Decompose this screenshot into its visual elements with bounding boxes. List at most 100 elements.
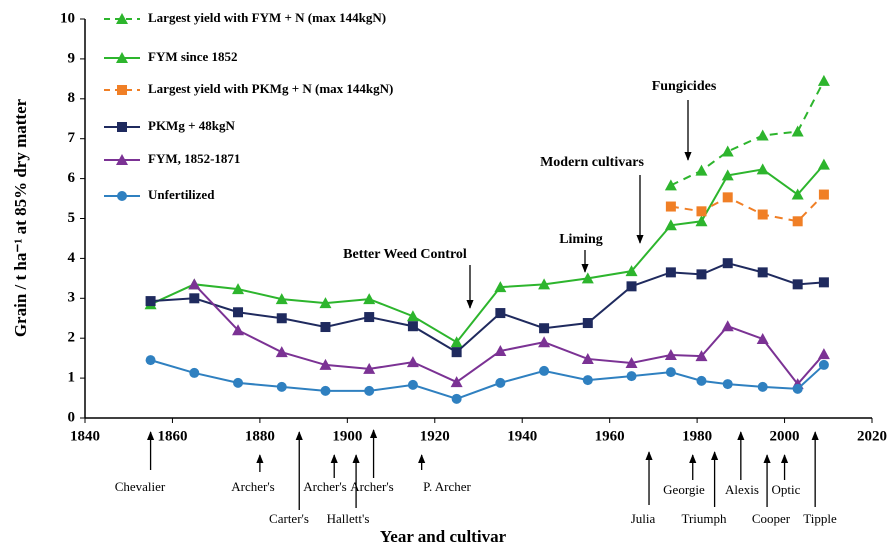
x-axis-label: Year and cultivar (380, 527, 507, 546)
legend-marker (117, 122, 127, 132)
annotation: Modern cultivars (540, 155, 644, 170)
y-tick-label: 8 (68, 90, 76, 106)
data-point (757, 209, 768, 220)
cultivar-label: Cooper (752, 511, 791, 526)
data-point (145, 355, 156, 366)
legend-label: FYM, 1852-1871 (148, 151, 240, 166)
data-point (451, 393, 462, 404)
data-point (539, 323, 550, 334)
x-tick-label: 1940 (507, 428, 537, 444)
data-point (665, 201, 676, 212)
data-point (233, 377, 244, 388)
data-point (582, 318, 593, 329)
cultivar-label: Hallett's (327, 511, 370, 526)
data-point (792, 216, 803, 227)
x-tick-label: 1920 (420, 428, 450, 444)
cultivar-label: Carter's (269, 511, 309, 526)
series-line (150, 163, 825, 344)
y-tick-label: 3 (68, 290, 76, 306)
legend-label: FYM since 1852 (148, 49, 238, 64)
data-point (664, 348, 677, 360)
cultivar-label: Julia (631, 511, 656, 526)
data-point (665, 367, 676, 378)
y-tick-label: 4 (68, 250, 76, 266)
data-point (791, 125, 804, 137)
x-tick-label: 1960 (595, 428, 625, 444)
data-point (817, 348, 830, 360)
data-point (275, 293, 288, 305)
data-point (695, 215, 708, 227)
legend-marker (116, 154, 128, 165)
legend-label: PKMg + 48kgN (148, 118, 235, 133)
y-tick-label: 5 (68, 210, 76, 226)
data-point (756, 163, 769, 175)
data-point (320, 322, 331, 333)
series-line (150, 359, 825, 400)
annotation: Fungicides (652, 79, 717, 94)
data-point (721, 169, 734, 181)
data-point (495, 308, 506, 319)
data-point (626, 281, 637, 292)
y-axis-label: Grain / t ha⁻¹ at 85% dry matter (11, 98, 30, 337)
cultivar-label: P. Archer (423, 479, 471, 494)
legend-label: Unfertilized (148, 187, 215, 202)
data-point (757, 381, 768, 392)
cultivar-label: Optic (772, 482, 801, 497)
data-point (364, 312, 375, 323)
data-point (581, 352, 594, 364)
data-point (665, 267, 676, 278)
data-point (664, 179, 677, 191)
data-point (188, 278, 201, 290)
data-point (450, 376, 463, 388)
x-tick-label: 2020 (857, 428, 887, 444)
data-point (538, 278, 551, 290)
legend-label: Largest yield with PKMg + N (max 144kgN) (148, 81, 393, 96)
legend-marker (117, 191, 127, 201)
data-point (189, 367, 200, 378)
cultivar-label: Georgie (663, 482, 705, 497)
legend-marker (116, 13, 128, 24)
series-line (670, 80, 825, 187)
data-point (320, 385, 331, 396)
cultivar-label: Archer's (350, 479, 394, 494)
data-point (818, 189, 829, 200)
data-point (696, 206, 707, 217)
series-line (150, 262, 824, 354)
data-point (407, 379, 418, 390)
data-point (581, 272, 594, 284)
data-point (722, 258, 733, 269)
data-point (757, 267, 768, 278)
x-tick-label: 1840 (70, 428, 100, 444)
data-point (495, 377, 506, 388)
data-point (319, 358, 332, 370)
data-point (791, 188, 804, 200)
cultivar-label: Tipple (803, 511, 837, 526)
data-point (582, 375, 593, 386)
cultivar-label: Alexis (725, 482, 759, 497)
data-point (363, 293, 376, 305)
data-point (363, 362, 376, 374)
x-tick-label: 1880 (245, 428, 275, 444)
data-point (407, 321, 418, 332)
data-point (722, 379, 733, 390)
cultivar-label: Archer's (231, 479, 275, 494)
data-point (538, 336, 551, 348)
y-tick-label: 10 (60, 10, 75, 26)
data-point (756, 332, 769, 344)
data-point (189, 293, 200, 304)
data-point (451, 347, 462, 358)
data-point (450, 336, 463, 348)
annotation: Liming (559, 232, 603, 247)
cultivar-label: Archer's (303, 479, 347, 494)
data-point (695, 350, 708, 362)
data-point (406, 356, 419, 368)
annotation: Better Weed Control (343, 247, 467, 262)
x-tick-label: 2000 (770, 428, 800, 444)
data-point (818, 359, 829, 370)
data-point (232, 283, 245, 295)
y-tick-label: 9 (68, 50, 76, 66)
legend-marker (117, 85, 127, 95)
data-point (319, 297, 332, 309)
cultivar-label: Chevalier (115, 479, 166, 494)
